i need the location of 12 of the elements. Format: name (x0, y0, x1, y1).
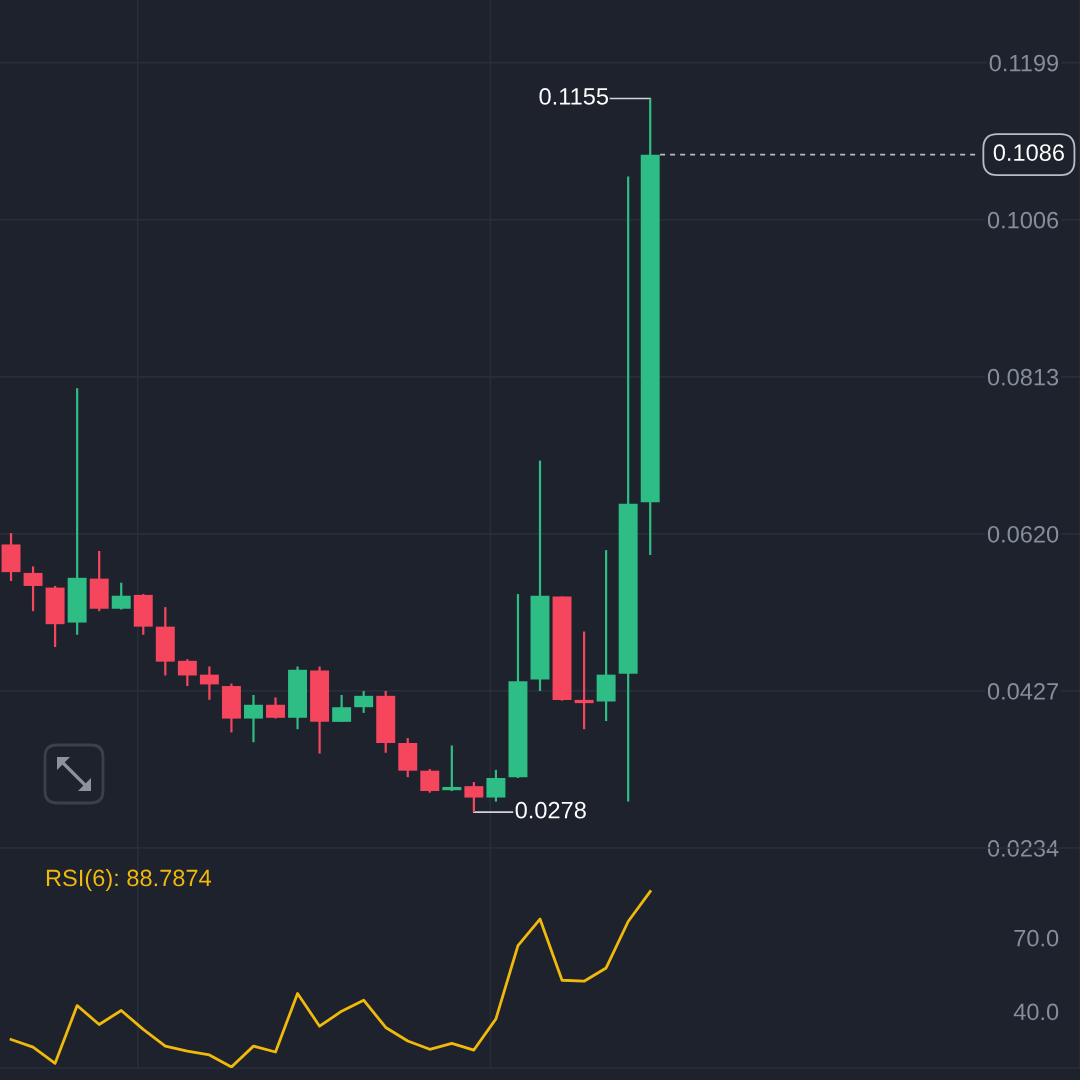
ref-line-label: 0.1086 (993, 144, 1064, 161)
annotation: 0.0278 (515, 801, 586, 819)
y-tick-label: 0.0813 (987, 368, 1059, 386)
y-tick-label: 0.0620 (987, 525, 1059, 543)
y-tick-label: 0.0234 (987, 840, 1059, 857)
text: RSI(6): 88.7874 (46, 868, 211, 891)
y-tick-label: 70.0 (1014, 929, 1059, 947)
y-tick-label: 0.1006 (987, 211, 1059, 229)
y-tick-label: 0.0427 (987, 683, 1058, 700)
annotation: 0.1155 (539, 88, 609, 105)
y-tick-label: 40.0 (1013, 1003, 1059, 1021)
y-tick-label: 0.1199 (989, 54, 1059, 72)
